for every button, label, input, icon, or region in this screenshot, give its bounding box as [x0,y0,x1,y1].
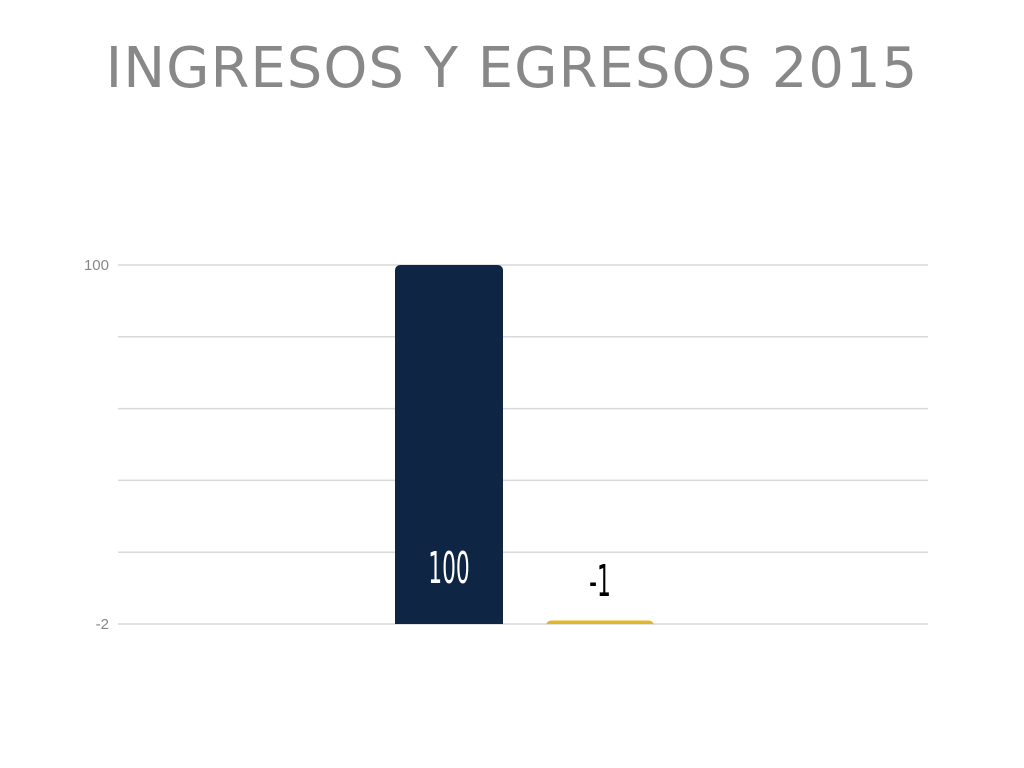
bar [546,620,654,627]
chart-title: INGRESOS Y EGRESOS 2015 [105,36,919,101]
y-tick-label: 100 [84,257,109,274]
data-label: 100 [428,543,470,594]
bar [395,265,503,624]
data-label: -1 [589,556,611,607]
y-tick-label: -2 [96,616,109,633]
